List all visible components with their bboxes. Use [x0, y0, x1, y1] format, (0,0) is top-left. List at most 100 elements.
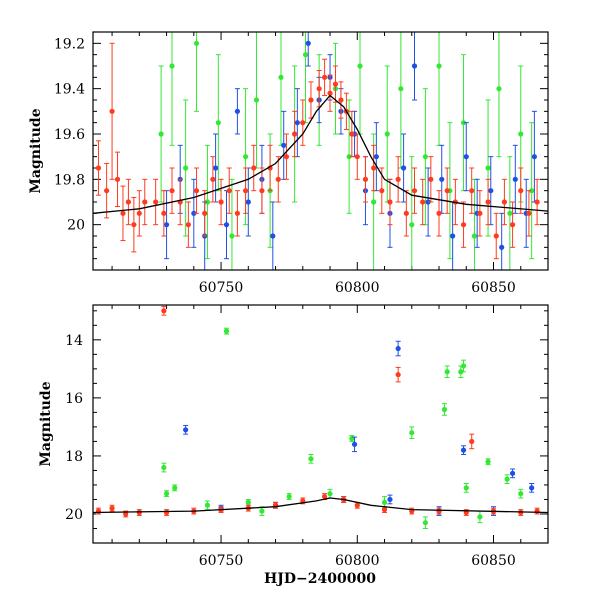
red-data-point — [534, 199, 540, 205]
green-data-point — [384, 131, 390, 137]
blue-data-point — [529, 485, 535, 491]
red-data-point — [321, 493, 328, 500]
red-data-point — [193, 188, 200, 194]
red-data-point — [142, 199, 148, 205]
red-data-point — [460, 222, 467, 228]
red-data-point — [362, 176, 369, 182]
red-data-point — [469, 438, 475, 445]
red-data-point — [185, 222, 191, 228]
blue-data-point — [499, 244, 505, 250]
green-data-point — [398, 86, 404, 92]
red-data-point — [169, 188, 175, 194]
red-data-point — [493, 233, 499, 239]
green-data-point — [518, 491, 524, 497]
blue-data-point — [351, 441, 358, 447]
red-data-point — [251, 165, 257, 171]
bottom-panel-x-axis-title: HJD−2400000 — [264, 571, 376, 587]
red-data-point — [202, 210, 208, 216]
bottom-panel-data — [93, 305, 548, 529]
top-panel-frame — [92, 31, 549, 271]
y-tick-label: 14 — [65, 333, 83, 349]
y-tick-label: 19.2 — [54, 36, 85, 52]
green-data-point — [223, 328, 230, 334]
green-data-point — [441, 406, 448, 413]
blue-data-point — [294, 120, 300, 126]
red-data-point — [501, 199, 508, 205]
red-data-point — [292, 131, 298, 137]
blue-data-point — [213, 165, 219, 171]
green-data-point — [496, 86, 502, 92]
green-data-point — [485, 165, 491, 171]
blue-data-point — [512, 176, 518, 182]
top-panel-y-axis-title: Magnitude — [28, 108, 44, 193]
red-data-point — [95, 165, 102, 171]
red-data-point — [526, 210, 532, 216]
red-data-point — [349, 131, 355, 137]
red-data-point — [387, 199, 393, 205]
blue-data-point — [463, 154, 469, 160]
green-data-point — [169, 63, 175, 69]
green-data-point — [242, 154, 249, 160]
blue-data-point — [460, 447, 467, 453]
red-data-point — [485, 199, 491, 205]
green-data-point — [371, 199, 377, 205]
green-data-point — [259, 508, 265, 514]
red-data-point — [509, 222, 516, 228]
blue-data-point — [395, 345, 401, 352]
red-data-point — [131, 222, 137, 228]
green-data-point — [245, 499, 251, 505]
red-data-point — [242, 188, 249, 194]
green-data-point — [409, 222, 415, 228]
blue-data-point — [223, 222, 230, 228]
green-data-point — [518, 131, 524, 137]
green-data-point — [485, 459, 491, 465]
green-data-point — [308, 456, 314, 462]
red-data-point — [275, 176, 281, 182]
green-data-point — [204, 199, 211, 205]
red-data-point — [477, 210, 483, 216]
red-data-point — [104, 188, 110, 194]
y-tick-label: 20 — [65, 507, 83, 523]
green-data-point — [463, 485, 469, 491]
red-data-point — [283, 154, 290, 160]
green-data-point — [357, 63, 363, 69]
y-tick-label: 19.8 — [54, 172, 85, 188]
blue-data-point — [509, 470, 516, 476]
green-data-point — [183, 165, 189, 171]
red-data-point — [161, 308, 167, 314]
red-data-point — [120, 210, 126, 216]
y-tick-label: 18 — [65, 449, 83, 465]
bottom-panel-ticks: 60750 60800 60850 14 16 18 20 — [65, 305, 549, 569]
green-data-point — [504, 476, 510, 482]
x-tick-label: 60750 — [199, 553, 244, 569]
blue-data-point — [245, 199, 251, 205]
green-data-point — [409, 430, 415, 436]
green-data-point — [436, 63, 442, 69]
green-data-point — [422, 520, 428, 526]
blue-data-point — [400, 165, 407, 171]
green-data-point — [381, 499, 388, 505]
top-panel-ticks: 60750 60800 60850 19.2 19.4 19.6 19.8 20 — [54, 31, 549, 296]
x-tick-label: 60800 — [335, 280, 380, 296]
red-data-point — [125, 199, 132, 205]
green-data-point — [529, 188, 535, 194]
blue-data-point — [234, 108, 241, 114]
x-tick-label: 60850 — [471, 553, 516, 569]
red-data-point — [327, 90, 333, 96]
blue-data-point — [163, 222, 170, 228]
red-data-point — [163, 509, 170, 516]
green-data-point — [193, 40, 200, 46]
x-tick-label: 60800 — [335, 553, 380, 569]
red-data-point — [354, 502, 360, 508]
blue-data-point — [531, 154, 537, 160]
red-data-point — [332, 81, 339, 87]
y-tick-label: 20 — [67, 218, 85, 234]
red-data-point — [411, 188, 418, 194]
red-data-point — [420, 199, 426, 205]
red-data-point — [300, 120, 306, 126]
green-data-point — [444, 369, 450, 375]
red-data-point — [381, 507, 388, 513]
red-data-point — [395, 372, 401, 378]
green-data-point — [204, 502, 211, 508]
